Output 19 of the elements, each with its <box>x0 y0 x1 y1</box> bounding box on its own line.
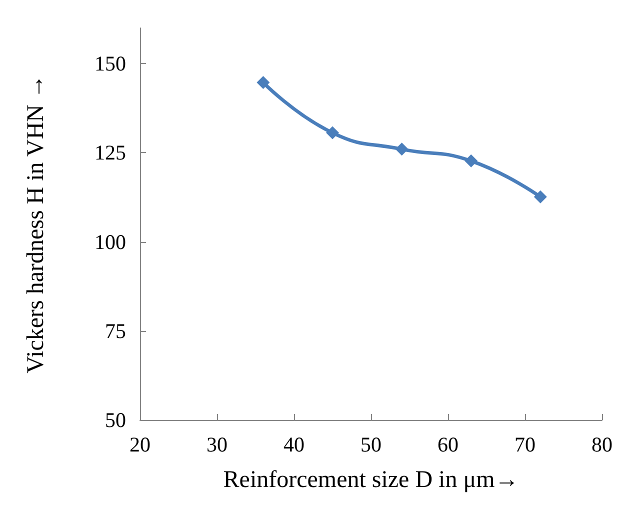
y-tick-label: 125 <box>94 140 126 165</box>
x-tick-label: 20 <box>130 432 150 456</box>
y-tick-label: 50 <box>105 408 126 432</box>
x-tick-label: 40 <box>284 432 304 456</box>
x-tick-label: 70 <box>514 432 536 456</box>
point <box>534 190 547 204</box>
x-axis-title: Reinforcement size D in μm→ <box>223 467 519 493</box>
x-tick-label: 30 <box>206 432 228 456</box>
point <box>256 76 270 90</box>
y-axis-title: Vickers hardness H in VHN → <box>23 74 49 374</box>
x-tick-label: 50 <box>360 432 382 456</box>
x-tick-label: 60 <box>438 432 458 456</box>
y-tick-label: 150 <box>94 52 126 76</box>
x-tick-label: 80 <box>592 432 612 456</box>
y-tick-label: 75 <box>105 318 126 343</box>
y-tick-label: 100 <box>94 230 126 254</box>
point <box>464 154 478 168</box>
point <box>326 126 339 140</box>
point <box>395 142 408 156</box>
